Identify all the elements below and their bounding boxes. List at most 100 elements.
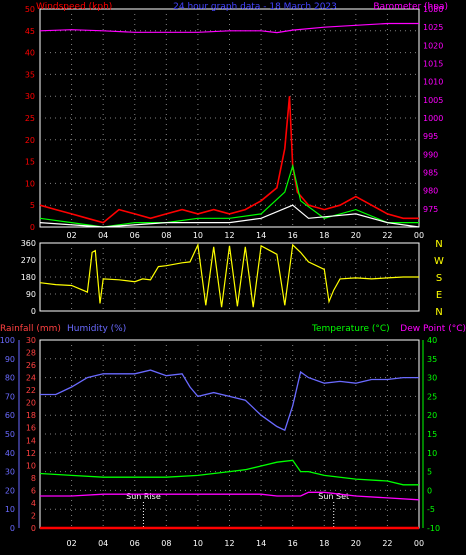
direction-tick-label: 270 [21, 256, 36, 265]
temp-x-tick-label: 06 [130, 539, 140, 548]
temperature-axis-title: Temperature (°C) [311, 324, 390, 334]
sunrise-label: Sun Rise [126, 492, 161, 501]
barometer-axis-title: Barometer (hpa) [373, 2, 448, 12]
humidity-tick-label: 0 [10, 524, 15, 533]
rainfall-tick-label: 14 [26, 436, 36, 445]
humidity-axis-title: Humidity (%) [67, 324, 126, 334]
wind-x-tick-label: 12 [224, 231, 234, 240]
temp-x-tick-label: 22 [382, 539, 392, 548]
rainfall-tick-label: 6 [31, 486, 36, 495]
barometer-tick-label: 1020 [423, 41, 443, 50]
windspeed-tick-label: 15 [25, 158, 35, 167]
temp-x-tick-label: 00 [414, 539, 424, 548]
average-speed-line [39, 204, 420, 228]
temperature-tick-label: 10 [427, 449, 437, 458]
humidity-tick-label: 10 [5, 505, 15, 514]
wind-x-tick-label: 22 [382, 231, 392, 240]
temperature-tick-label: 15 [427, 430, 437, 439]
barometer-tick-label: 1010 [423, 78, 443, 87]
windspeed-tick-label: 10 [25, 179, 35, 188]
temp-x-tick-label: 18 [319, 539, 329, 548]
windspeed-tick-label: 40 [25, 49, 35, 58]
direction-tick-label: 0 [31, 307, 36, 316]
rainfall-tick-label: 8 [31, 474, 36, 483]
wind-x-tick-label: 18 [319, 231, 329, 240]
humidity-tick-label: 90 [5, 355, 15, 364]
wind-x-tick-label: 02 [66, 231, 76, 240]
windspeed-tick-label: 50 [25, 5, 35, 14]
humidity-tick-label: 40 [5, 449, 15, 458]
wind-x-tick-label: 10 [193, 231, 203, 240]
humidity-tick-label: 80 [5, 374, 15, 383]
sunset-label: Sun Set [318, 492, 349, 501]
rainfall-tick-label: 2 [31, 511, 36, 520]
barometer-tick-label: 995 [423, 132, 438, 141]
compass-label: S [436, 273, 442, 284]
wind-x-tick-label: 04 [98, 231, 108, 240]
rainfall-tick-label: 12 [26, 449, 36, 458]
temperature-tick-label: 35 [427, 355, 437, 364]
barometer-tick-label: 975 [423, 205, 438, 214]
rainfall-tick-label: 18 [26, 411, 36, 420]
direction-tick-label: 360 [21, 239, 36, 248]
temp-x-tick-label: 20 [351, 539, 361, 548]
windspeed-line [39, 96, 419, 224]
temp-panel-frame [39, 339, 420, 529]
rainfall-axis-title: Rainfall (mm) [0, 324, 61, 334]
wind-x-tick-label: 06 [130, 231, 140, 240]
temperature-tick-label: -10 [427, 524, 440, 533]
rainfall-tick-label: 4 [31, 499, 36, 508]
rainfall-tick-label: 22 [26, 386, 36, 395]
temperature-tick-label: 30 [427, 374, 437, 383]
wind-x-tick-label: 00 [414, 231, 424, 240]
windspeed-axis-title: Windspeed (kph) [36, 2, 112, 12]
direction-tick-label: 180 [21, 273, 36, 282]
compass-label: E [436, 290, 442, 301]
temperature-tick-label: 0 [427, 486, 432, 495]
windspeed-tick-label: 30 [25, 92, 35, 101]
compass-label: N [435, 239, 442, 250]
windspeed-tick-label: 0 [30, 223, 35, 232]
humidity-tick-label: 30 [5, 468, 15, 477]
humidity-tick-label: 100 [0, 336, 15, 345]
windspeed-tick-label: 20 [25, 136, 35, 145]
rainfall-tick-label: 10 [26, 461, 36, 470]
windspeed-tick-label: 45 [25, 27, 35, 36]
wind-x-tick-label: 14 [256, 231, 266, 240]
compass-label: W [434, 256, 444, 267]
wind-x-tick-label: 20 [351, 231, 361, 240]
temp-x-tick-label: 10 [193, 539, 203, 548]
humidity-line [40, 369, 419, 432]
humidity-tick-label: 50 [5, 430, 15, 439]
dewpoint-axis-title: Dew Point (°C) [400, 324, 466, 334]
temp-x-tick-label: 12 [224, 539, 234, 548]
windspeed-tick-label: 25 [25, 114, 35, 123]
windspeed-tick-label: 5 [30, 201, 35, 210]
temp-x-tick-label: 08 [161, 539, 171, 548]
barometer-tick-label: 980 [423, 187, 438, 196]
temp-x-tick-label: 14 [256, 539, 266, 548]
rainfall-tick-label: 0 [31, 524, 36, 533]
rainfall-tick-label: 28 [26, 349, 36, 358]
temp-x-tick-label: 02 [66, 539, 76, 548]
temp-x-tick-label: 04 [98, 539, 108, 548]
temperature-tick-label: 40 [427, 336, 437, 345]
humidity-tick-label: 70 [5, 392, 15, 401]
rainfall-tick-label: 16 [26, 424, 36, 433]
barometer-tick-label: 1030 [423, 5, 443, 14]
dewpoint-line [40, 491, 420, 501]
windspeed-tick-label: 35 [25, 70, 35, 79]
temperature-tick-label: 20 [427, 411, 437, 420]
barometer-tick-label: 1015 [423, 60, 443, 69]
direction-tick-label: 90 [26, 290, 36, 299]
temperature-tick-label: 5 [427, 468, 432, 477]
barometer-tick-label: 1005 [423, 96, 443, 105]
humidity-tick-label: 60 [5, 411, 15, 420]
humidity-tick-label: 20 [5, 486, 15, 495]
barometer-tick-label: 1025 [423, 23, 443, 32]
rainfall-tick-label: 24 [26, 374, 36, 383]
barometer-tick-label: 985 [423, 169, 438, 178]
barometer-tick-label: 1000 [423, 114, 443, 123]
barometer-line [39, 22, 419, 34]
